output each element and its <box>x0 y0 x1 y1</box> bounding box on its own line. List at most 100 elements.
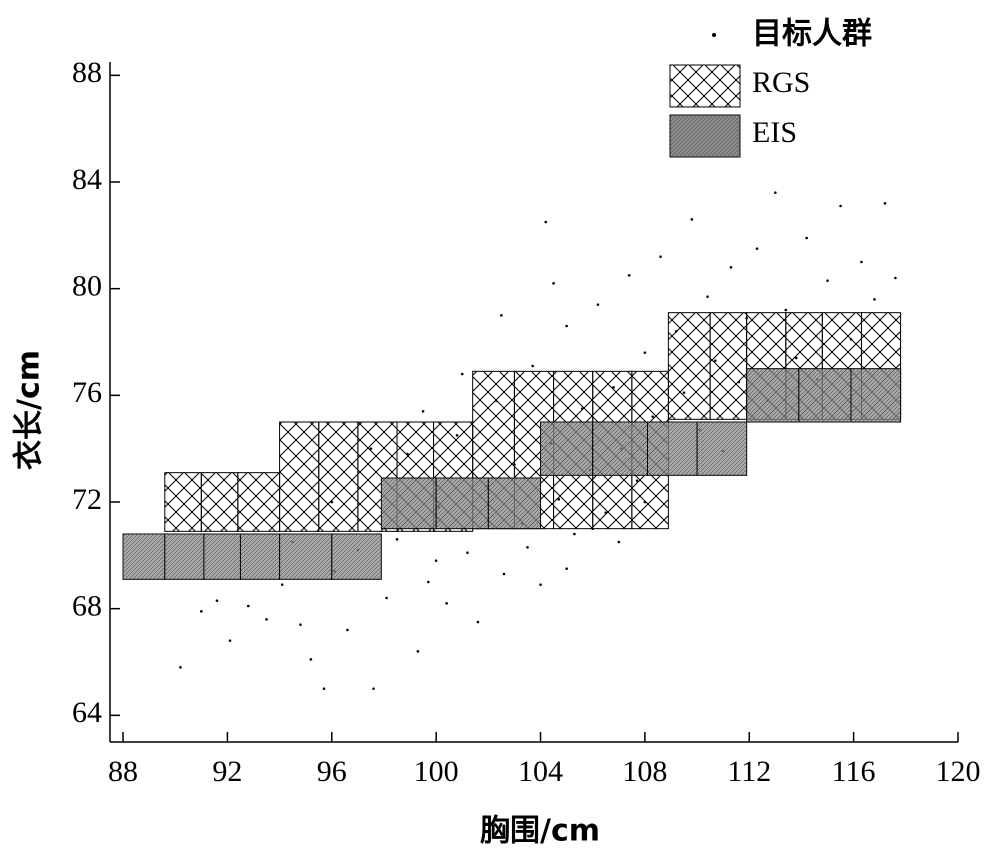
point <box>372 687 375 690</box>
point <box>883 202 887 205</box>
box-texture <box>540 422 593 476</box>
box-texture <box>123 534 165 580</box>
point <box>596 303 600 306</box>
point <box>526 546 529 549</box>
x-tick-label: 96 <box>317 755 347 788</box>
point <box>729 266 733 269</box>
point <box>531 364 534 368</box>
point <box>309 658 313 661</box>
point <box>544 220 548 224</box>
x-tick-label: 100 <box>414 755 459 788</box>
y-tick-label: 72 <box>72 483 102 516</box>
box-texture <box>381 478 437 529</box>
legend-label: EIS <box>752 116 797 149</box>
point <box>228 639 232 642</box>
box <box>667 312 711 420</box>
x-tick-label: 120 <box>936 755 981 788</box>
box-texture <box>851 368 901 422</box>
x-tick-label: 108 <box>622 755 667 788</box>
point <box>427 580 430 584</box>
point <box>215 599 219 602</box>
point <box>179 666 182 669</box>
box <box>709 312 748 420</box>
point <box>299 623 302 626</box>
x-tick-label: 112 <box>727 755 771 788</box>
box-texture <box>798 368 852 422</box>
point <box>246 604 250 608</box>
point <box>573 532 576 536</box>
point <box>416 650 420 653</box>
y-tick-label: 80 <box>72 270 102 303</box>
point <box>839 204 842 208</box>
box-texture <box>240 534 280 580</box>
box <box>200 472 239 532</box>
plot-area <box>122 191 902 690</box>
box-texture <box>746 368 799 422</box>
point <box>873 298 876 301</box>
point <box>805 236 808 240</box>
y-tick-label: 64 <box>72 696 102 729</box>
box-texture <box>592 422 648 476</box>
y-tick-label: 88 <box>72 56 102 89</box>
legend-texture <box>670 115 740 157</box>
point <box>200 610 203 613</box>
legend-label: RGS <box>752 66 810 99</box>
point <box>784 308 788 312</box>
point <box>476 620 480 624</box>
point <box>826 279 829 282</box>
point <box>617 540 621 544</box>
point <box>894 276 897 280</box>
x-axis-label: 胸围/cm <box>480 814 600 849</box>
point <box>385 596 388 600</box>
box-texture <box>647 422 698 476</box>
point <box>643 351 647 354</box>
legend: 目标人群 RGS EIS <box>669 17 872 158</box>
box-texture <box>279 534 332 580</box>
point <box>539 583 542 586</box>
point <box>552 282 555 285</box>
box <box>237 472 281 532</box>
x-tick-label: 104 <box>518 755 563 788</box>
point <box>445 602 448 605</box>
point <box>421 410 425 413</box>
point <box>322 687 326 690</box>
box <box>279 421 320 532</box>
point <box>774 191 777 194</box>
box-texture <box>436 478 489 529</box>
point <box>565 324 568 328</box>
box <box>318 421 359 532</box>
point <box>280 583 284 586</box>
box-texture <box>488 478 541 529</box>
point <box>860 260 863 264</box>
box-texture <box>331 534 382 580</box>
legend-marker <box>712 33 716 37</box>
point <box>395 538 399 541</box>
point <box>706 295 709 298</box>
point <box>346 628 349 632</box>
legend-label: 目标人群 <box>752 17 872 52</box>
point <box>690 218 694 221</box>
y-tick-label: 84 <box>72 163 102 196</box>
y-axis-label: 衣长/cm <box>12 350 47 470</box>
point <box>502 572 506 576</box>
point <box>565 567 568 570</box>
y-tick-label: 68 <box>72 590 102 623</box>
point <box>466 551 469 554</box>
legend-marker <box>669 64 741 108</box>
point <box>434 559 438 562</box>
x-tick-label: 116 <box>832 755 876 788</box>
x-tick-label: 88 <box>108 755 138 788</box>
box-texture <box>697 422 747 476</box>
box-texture <box>203 534 241 580</box>
y-tick-label: 76 <box>72 376 102 409</box>
box-texture <box>164 534 204 580</box>
point <box>659 255 662 258</box>
box <box>164 472 202 532</box>
point <box>460 372 464 376</box>
point <box>265 618 268 621</box>
point <box>500 314 503 317</box>
point <box>627 274 631 277</box>
x-tick-label: 92 <box>212 755 242 788</box>
point <box>755 247 759 250</box>
